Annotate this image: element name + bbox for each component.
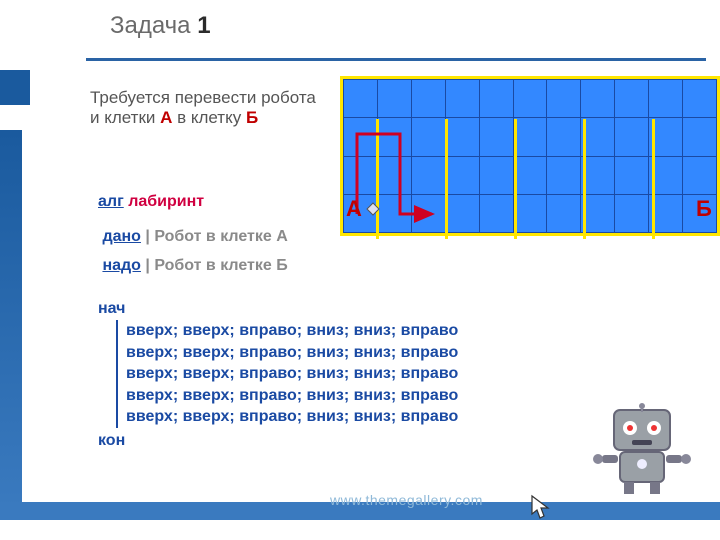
maze-wall <box>445 119 448 239</box>
step-line: вверх; вверх; вправо; вниз; вниз; вправо <box>126 385 458 407</box>
cursor-icon <box>530 494 550 520</box>
desc-line2-a: и клетки <box>90 108 160 127</box>
maze-wall <box>652 119 655 239</box>
label-cell-b: Б <box>696 196 712 222</box>
kw-dano: дано <box>102 228 141 245</box>
algorithm-header: алг лабиринт дано | Робот в клетке А над… <box>98 190 288 278</box>
nado-text: Робот в клетке Б <box>150 257 288 274</box>
footer-link: www.themegallery.com <box>330 492 483 508</box>
cell-a-ref: А <box>160 108 172 127</box>
robot-marker <box>366 202 380 216</box>
title-rule <box>86 58 706 61</box>
maze-wall <box>583 119 586 239</box>
kw-begin: нач <box>98 300 125 318</box>
kw-end: кон <box>98 432 125 450</box>
maze-wall <box>376 119 379 239</box>
page-title: Задача 1 <box>110 12 211 40</box>
grid-table <box>343 79 717 233</box>
cell-b-ref: Б <box>246 108 258 127</box>
step-line: вверх; вверх; вправо; вниз; вниз; вправо <box>126 342 458 364</box>
desc-line1: Требуется перевести робота <box>90 88 316 107</box>
step-line: вверх; вверх; вправо; вниз; вниз; вправо <box>126 406 458 428</box>
robot-illustration <box>592 400 692 500</box>
bg-accent-1 <box>0 70 30 105</box>
desc-line2-b: в клетку <box>172 108 246 127</box>
step-line: вверх; вверх; вправо; вниз; вниз; вправо <box>126 320 458 342</box>
algorithm-body: вверх; вверх; вправо; вниз; вниз; вправо… <box>116 320 458 428</box>
maze-wall <box>514 119 517 239</box>
title-number: 1 <box>197 12 210 39</box>
kw-alg: алг <box>98 193 124 210</box>
alg-name: лабиринт <box>128 193 204 210</box>
label-cell-a: А <box>346 196 362 222</box>
kw-nado: надо <box>102 257 141 274</box>
bg-accent-2 <box>0 130 22 510</box>
dano-text: Робот в клетке А <box>150 228 288 245</box>
step-line: вверх; вверх; вправо; вниз; вниз; вправо <box>126 363 458 385</box>
title-prefix: Задача <box>110 12 197 39</box>
task-description: Требуется перевести робота и клетки А в … <box>90 88 316 128</box>
maze-grid <box>340 76 720 236</box>
